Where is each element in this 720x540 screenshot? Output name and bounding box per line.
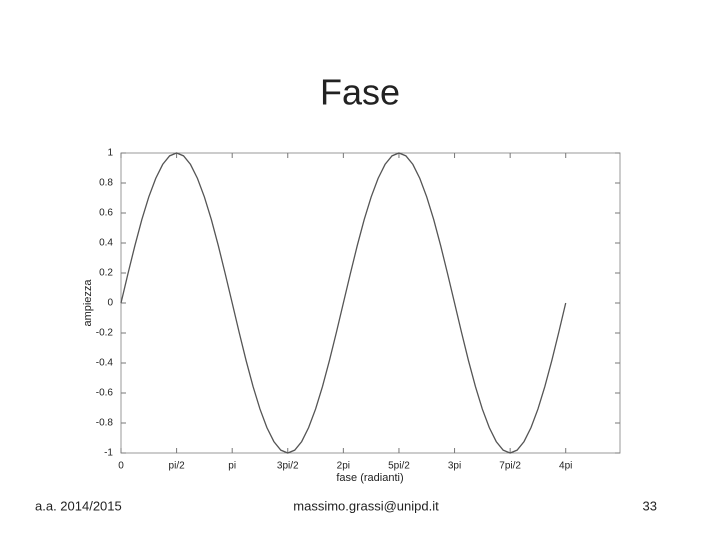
y-tick-label: -0.6 [96,388,114,399]
y-tick-label: -0.2 [96,328,114,339]
y-tick-label: 0.2 [99,268,113,279]
footer-page: 33 [643,498,657,513]
x-tick-label: 3pi [448,461,461,472]
x-tick-label: 4pi [559,461,572,472]
y-tick-label: -0.8 [96,418,114,429]
x-tick-label: 5pi/2 [388,461,410,472]
x-axis-label: fase (radianti) [336,472,403,484]
sine-curve [120,152,567,454]
footer-email: massimo.grassi@unipd.it [293,498,439,513]
x-tick-label: 3pi/2 [277,461,299,472]
y-tick-label: 0.4 [99,238,113,249]
y-tick-label: 0.8 [99,178,113,189]
x-tick-label: 0 [118,461,124,472]
y-tick-label: 0.6 [99,208,113,219]
x-tick-label: 2pi [337,461,350,472]
x-tick-label: 7pi/2 [499,461,521,472]
x-tick-label: pi/2 [169,461,186,472]
y-tick-label: -0.4 [96,358,114,369]
y-tick-label: -1 [104,448,113,459]
x-tick-label: pi [228,461,236,472]
slide-title: Fase [320,72,400,113]
y-tick-label: 1 [107,148,113,159]
footer-date: a.a. 2014/2015 [35,498,122,513]
y-tick-label: 0 [107,298,113,309]
y-axis-label: ampiezza [82,279,94,327]
